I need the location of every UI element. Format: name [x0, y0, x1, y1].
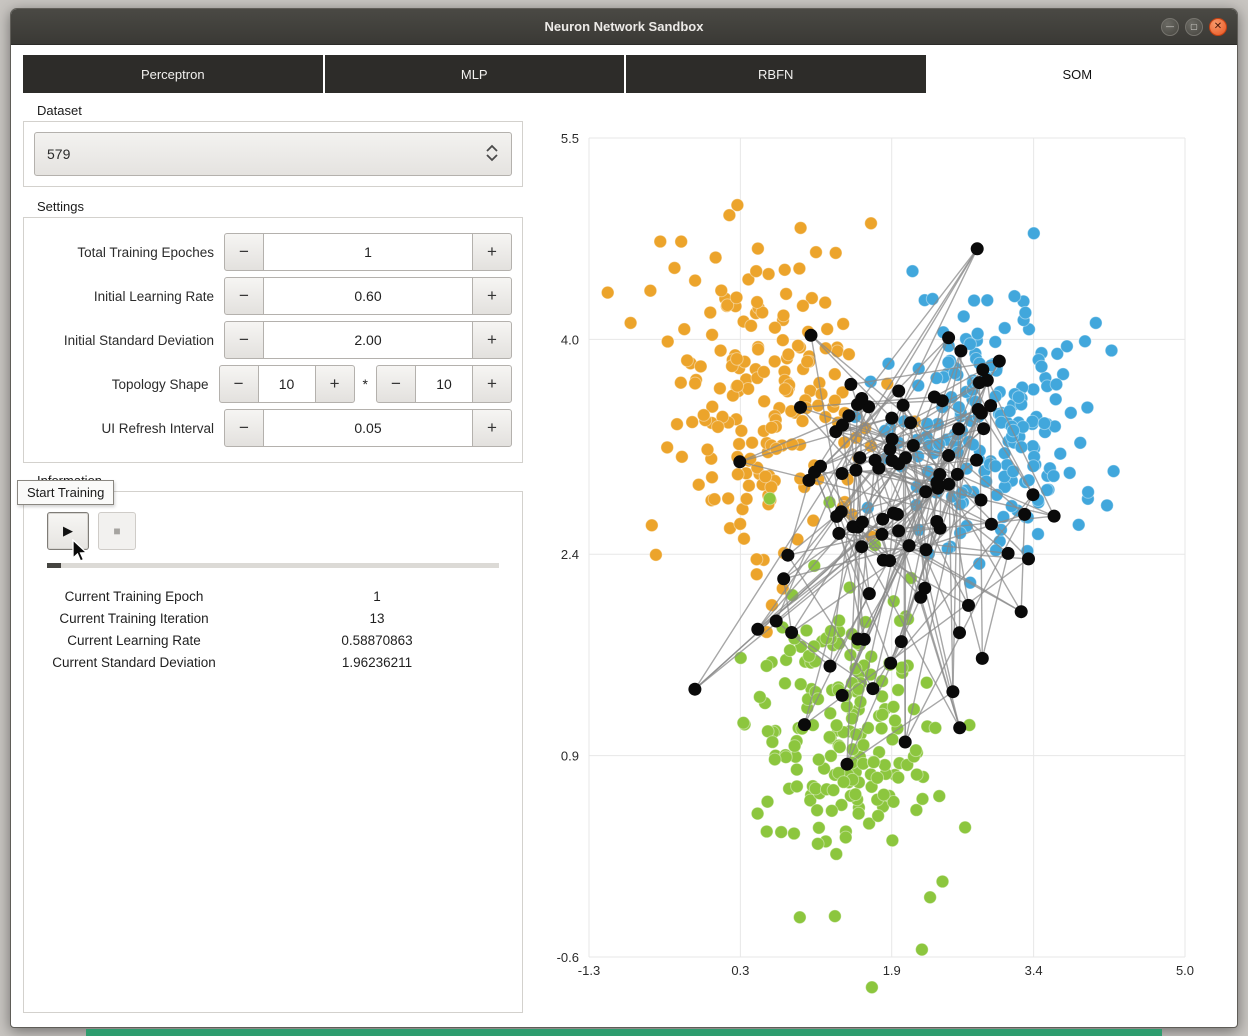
svg-text:-1.3: -1.3: [578, 963, 600, 978]
setting-label: Initial Learning Rate: [93, 288, 214, 304]
topology-cols-entry[interactable]: 10: [415, 365, 473, 403]
learning-rate-entry[interactable]: 0.60: [263, 277, 473, 315]
setting-row-epochs: Total Training Epoches − 1 +: [34, 230, 512, 274]
stat-label: Current Standard Deviation: [52, 654, 216, 670]
app-window: Neuron Network Sandbox — ▢ ✕ Perceptron …: [10, 8, 1238, 1028]
som-nodes: [688, 242, 1061, 771]
settings-section-label: Settings: [37, 199, 84, 214]
stat-label: Current Training Epoch: [64, 588, 204, 604]
topology-rows-entry[interactable]: 10: [257, 365, 316, 403]
svg-text:4.0: 4.0: [561, 332, 579, 347]
setting-row-std-deviation: Initial Standard Deviation − 2.00 +: [34, 318, 512, 362]
training-stats: Current Training Epoch 1 Current Trainin…: [36, 585, 510, 673]
svg-text:5.0: 5.0: [1176, 963, 1194, 978]
control-panel: Dataset 579 Settings Total Training Epoc…: [23, 97, 523, 1013]
stat-value: 0.58870863: [341, 632, 413, 648]
svg-text:-0.6: -0.6: [557, 950, 579, 965]
setting-row-topology: Topology Shape − 10 + * − 10 +: [34, 362, 512, 406]
decrement-button[interactable]: −: [376, 365, 416, 403]
increment-button[interactable]: +: [472, 277, 512, 315]
start-training-tooltip: Start Training: [17, 480, 115, 505]
increment-button[interactable]: +: [314, 365, 355, 403]
std-deviation-entry[interactable]: 2.00: [263, 321, 473, 359]
decrement-button[interactable]: −: [218, 365, 259, 403]
decrement-button[interactable]: −: [224, 321, 264, 359]
epochs-entry[interactable]: 1: [263, 233, 473, 271]
desktop-strip: [86, 1029, 1162, 1036]
progress-fill: [47, 563, 61, 568]
dataset-combobox[interactable]: 579: [34, 132, 512, 176]
start-training-button[interactable]: ▶: [47, 512, 89, 550]
dataset-frame: 579: [23, 121, 523, 187]
stat-row: Current Standard Deviation 1.96236211: [36, 651, 510, 673]
svg-text:0.3: 0.3: [731, 963, 749, 978]
decrement-button[interactable]: −: [224, 233, 264, 271]
decrement-button[interactable]: −: [224, 409, 264, 447]
information-frame: ▶ ■ Current Training Epoch 1 Current Tra…: [23, 491, 523, 1013]
maximize-icon[interactable]: ▢: [1185, 18, 1203, 36]
play-icon: ▶: [63, 523, 73, 538]
setting-row-refresh-interval: UI Refresh Interval − 0.05 +: [34, 406, 512, 450]
setting-label: Initial Standard Deviation: [63, 332, 214, 348]
stop-icon: ■: [113, 524, 121, 538]
window-controls: — ▢ ✕: [1161, 18, 1227, 36]
setting-label: UI Refresh Interval: [101, 420, 214, 436]
stat-row: Current Learning Rate 0.58870863: [36, 629, 510, 651]
data-points: [600, 198, 1121, 995]
refresh-interval-entry[interactable]: 0.05: [263, 409, 473, 447]
tab-mlp[interactable]: MLP: [324, 55, 624, 93]
svg-text:0.9: 0.9: [561, 749, 579, 764]
stat-value: 13: [369, 610, 385, 626]
svg-text:3.4: 3.4: [1025, 963, 1043, 978]
increment-button[interactable]: +: [472, 321, 512, 359]
stat-label: Current Training Iteration: [59, 610, 209, 626]
svg-text:5.5: 5.5: [561, 131, 579, 146]
tab-perceptron[interactable]: Perceptron: [23, 55, 323, 93]
topology-separator: *: [362, 376, 368, 392]
training-controls: ▶ ■: [47, 512, 510, 550]
stat-label: Current Learning Rate: [67, 632, 201, 648]
som-scatter-plot: -1.3 0.3 1.9 3.4 5.0 5.5 4.0 2.4 0.9 -0.6: [535, 109, 1239, 1021]
svg-text:1.9: 1.9: [883, 963, 901, 978]
tab-bar: Perceptron MLP RBFN SOM: [23, 55, 1227, 93]
dataset-section-label: Dataset: [37, 103, 82, 118]
stat-row: Current Training Epoch 1: [36, 585, 510, 607]
setting-row-learning-rate: Initial Learning Rate − 0.60 +: [34, 274, 512, 318]
svg-text:2.4: 2.4: [561, 547, 579, 562]
settings-frame: Total Training Epoches − 1 + Initial Lea…: [23, 217, 523, 463]
increment-button[interactable]: +: [472, 409, 512, 447]
training-progress-bar: [47, 563, 499, 568]
window-title: Neuron Network Sandbox: [544, 19, 704, 34]
dataset-selected-value: 579: [47, 146, 71, 162]
combo-arrows-icon: [485, 143, 499, 166]
tab-som[interactable]: SOM: [927, 55, 1227, 93]
minimize-icon[interactable]: —: [1161, 18, 1179, 36]
stop-training-button[interactable]: ■: [98, 512, 136, 550]
titlebar[interactable]: Neuron Network Sandbox — ▢ ✕: [11, 9, 1237, 45]
som-edges: [694, 248, 1055, 765]
close-icon[interactable]: ✕: [1209, 18, 1227, 36]
stat-value: 1.96236211: [341, 654, 413, 670]
decrement-button[interactable]: −: [224, 277, 264, 315]
stat-row: Current Training Iteration 13: [36, 607, 510, 629]
increment-button[interactable]: +: [472, 233, 512, 271]
setting-label: Total Training Epoches: [77, 244, 214, 260]
stat-value: 1: [373, 588, 381, 604]
increment-button[interactable]: +: [472, 365, 512, 403]
tab-rbfn[interactable]: RBFN: [626, 55, 926, 93]
setting-label: Topology Shape: [111, 376, 209, 392]
scatter-plot-canvas: -1.3 0.3 1.9 3.4 5.0 5.5 4.0 2.4 0.9 -0.6: [557, 131, 1194, 995]
